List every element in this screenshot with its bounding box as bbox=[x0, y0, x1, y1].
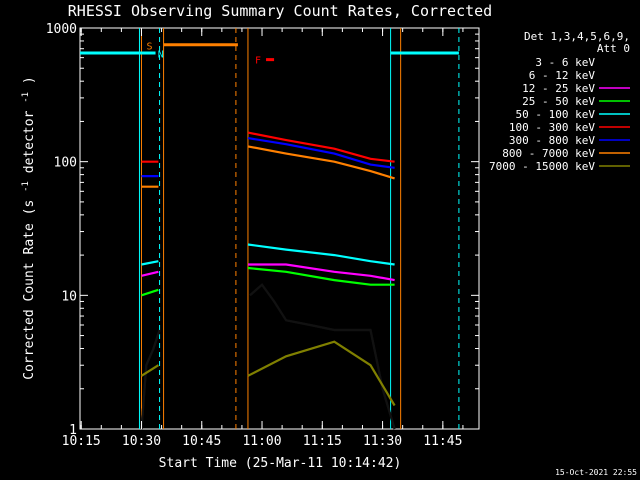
series-line-2 bbox=[140, 329, 161, 430]
series-line-9 bbox=[247, 340, 396, 407]
x-tick-label: 10:15 bbox=[62, 434, 101, 449]
y-axis-label-exp: -1 bbox=[21, 181, 31, 192]
legend-label: 100 - 300 keV bbox=[509, 121, 595, 134]
series-line-5 bbox=[141, 260, 159, 266]
series-line-8 bbox=[247, 145, 395, 180]
legend-label: 3 - 6 keV bbox=[535, 56, 595, 69]
series-line-7 bbox=[247, 137, 395, 169]
legend-header-line-1: Det 1,3,4,5,6,9, bbox=[524, 30, 630, 43]
x-axis-label: Start Time (25-Mar-11 10:14:42) bbox=[159, 456, 402, 471]
series-line-5 bbox=[247, 243, 395, 266]
series-line-9 bbox=[140, 364, 159, 377]
series-line-1 bbox=[249, 283, 396, 430]
series-line-3 bbox=[141, 270, 159, 277]
legend-label: 50 - 100 keV bbox=[516, 108, 596, 121]
chart-title: RHESSI Observing Summary Count Rates, Co… bbox=[68, 2, 492, 20]
legend-label: 800 - 7000 keV bbox=[502, 147, 595, 160]
y-axis: 1 10 100 1000 bbox=[46, 22, 479, 438]
y-axis-label-prefix: Corrected Count Rate (s bbox=[22, 200, 37, 380]
plot-area: SN F bbox=[80, 28, 460, 430]
x-tick-label: 11:30 bbox=[363, 434, 402, 449]
night-flag-label: N bbox=[158, 50, 164, 61]
y-tick-label: 100 bbox=[54, 156, 77, 171]
x-axis: 10:15 10:30 10:45 11:00 11:15 11:30 11:45 bbox=[62, 28, 464, 449]
series-line-3 bbox=[248, 263, 395, 282]
legend-label: 6 - 12 keV bbox=[529, 69, 596, 82]
y-axis-label-exp-2: -1 bbox=[21, 92, 31, 103]
x-tick-label: 11:45 bbox=[423, 434, 462, 449]
series-line-2 bbox=[249, 283, 396, 430]
flare-flag-label: F bbox=[255, 56, 261, 67]
y-axis-label-end: ) bbox=[22, 76, 37, 84]
legend-header-line-2: Att 0 bbox=[597, 42, 630, 55]
legend-label: 7000 - 15000 keV bbox=[489, 160, 595, 173]
legend-label: 25 - 50 keV bbox=[522, 95, 595, 108]
y-tick-label: 1 bbox=[69, 423, 77, 438]
saa-flag-label: S bbox=[146, 42, 152, 53]
series-line-4 bbox=[141, 288, 159, 297]
x-tick-label: 10:30 bbox=[122, 434, 161, 449]
series-line-4 bbox=[247, 266, 395, 286]
legend-label: 12 - 25 keV bbox=[522, 82, 595, 95]
x-tick-label: 10:45 bbox=[182, 434, 221, 449]
series-group bbox=[140, 131, 396, 430]
series-line-6 bbox=[247, 131, 395, 163]
legend-label: 300 - 800 keV bbox=[509, 134, 595, 147]
footer-date: 15-Oct-2021 22:55 bbox=[555, 468, 637, 477]
x-tick-label: 11:15 bbox=[303, 434, 342, 449]
y-axis-label: Corrected Count Rate (s -1 detector -1 ) bbox=[21, 76, 37, 379]
y-tick-label: 1000 bbox=[46, 22, 77, 37]
y-axis-label-suffix: detector bbox=[22, 110, 37, 173]
y-tick-label: 10 bbox=[61, 289, 77, 304]
plot-frame bbox=[79, 27, 480, 430]
x-tick-label: 11:00 bbox=[242, 434, 281, 449]
